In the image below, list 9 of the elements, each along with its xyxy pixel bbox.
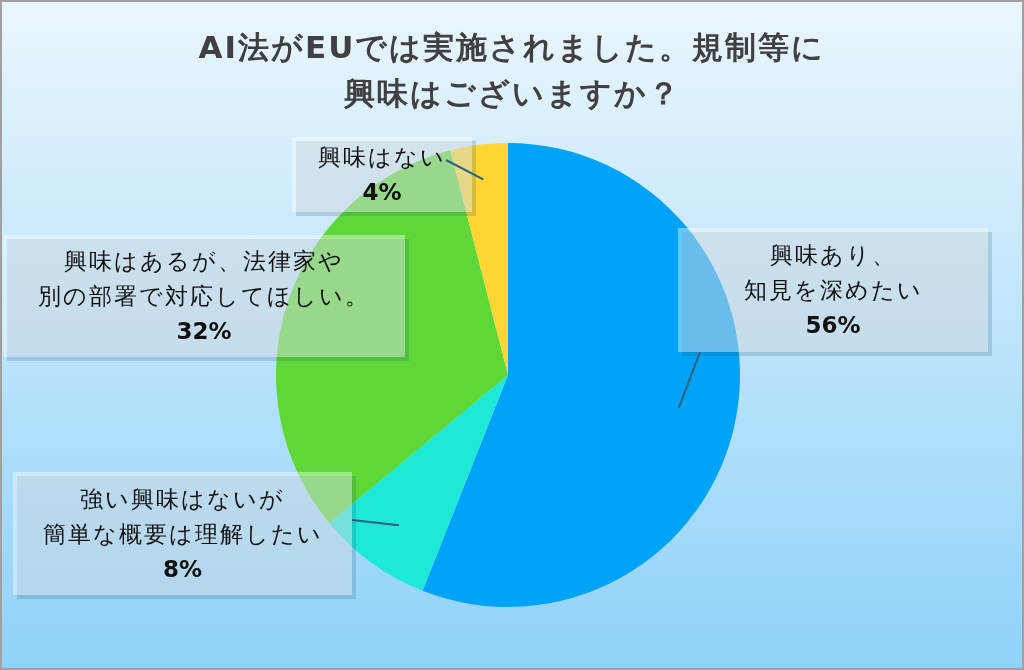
slice-label: 強い興味はないが簡単な概要は理解したい: [42, 485, 323, 547]
slice-label: 興味あり、知見を深めたい: [743, 242, 923, 303]
slice-label: 興味はない: [318, 144, 446, 170]
data-label: 56%: [805, 312, 861, 338]
data-label: 32%: [176, 318, 232, 344]
slice-label: 興味はあるが、法律家や別の部署で対応してほしい。: [38, 248, 370, 309]
data-label: 4%: [362, 179, 402, 205]
chart-title: AI法がEUでは実施されました。規制等に興味はございますか？: [198, 29, 826, 111]
data-label: 8%: [162, 555, 203, 582]
